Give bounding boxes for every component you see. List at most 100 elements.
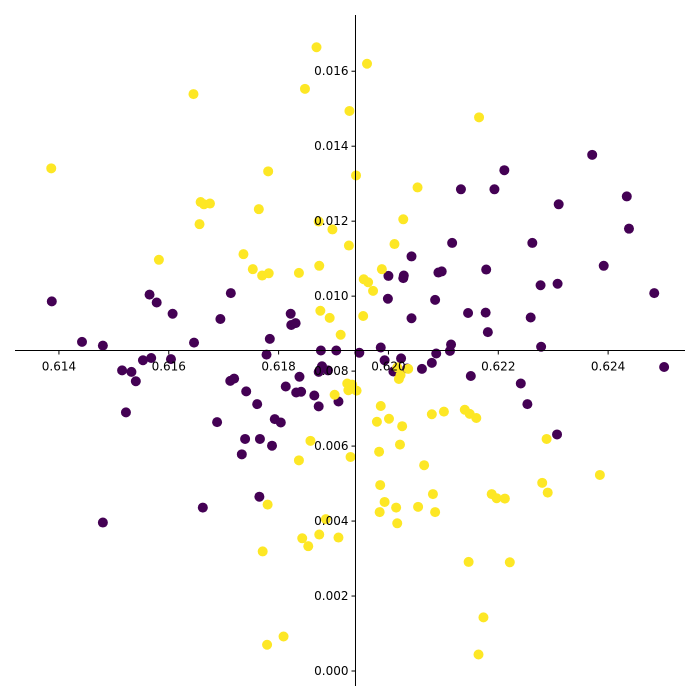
data-point — [290, 318, 301, 329]
data-point — [379, 355, 390, 366]
data-point — [482, 327, 493, 338]
data-point — [296, 386, 307, 397]
data-point — [430, 507, 441, 518]
data-point — [392, 362, 403, 373]
data-point — [358, 311, 369, 322]
data-point — [311, 42, 322, 53]
data-point — [542, 487, 553, 498]
data-point — [262, 499, 273, 510]
data-point — [552, 429, 563, 440]
data-point — [324, 312, 335, 323]
data-point — [419, 460, 430, 471]
data-point — [438, 406, 449, 417]
data-point — [398, 214, 409, 225]
data-point — [541, 433, 552, 444]
data-point — [527, 237, 538, 248]
points-layer — [46, 42, 670, 660]
data-point — [313, 401, 324, 412]
data-point — [263, 166, 274, 177]
data-point — [314, 529, 325, 540]
data-point — [293, 455, 304, 466]
data-point — [379, 496, 390, 507]
data-point — [389, 239, 400, 250]
data-point — [189, 337, 200, 348]
data-point — [403, 363, 414, 374]
data-point — [297, 533, 308, 544]
data-point — [225, 288, 236, 299]
data-point — [525, 312, 536, 323]
data-point — [431, 348, 442, 359]
data-point — [623, 223, 634, 234]
data-point — [374, 446, 385, 457]
data-point — [480, 307, 491, 318]
data-point — [146, 352, 157, 363]
data-point — [188, 89, 199, 100]
data-point — [77, 336, 87, 347]
data-point — [229, 373, 240, 384]
axes-layer — [15, 15, 685, 686]
data-point — [46, 163, 57, 174]
data-point — [375, 480, 386, 491]
data-point — [263, 268, 274, 279]
data-point — [280, 381, 291, 392]
data-point — [598, 260, 609, 271]
x-tick-label: 0.616 — [152, 360, 186, 374]
data-point — [197, 502, 208, 513]
data-point — [447, 237, 458, 248]
data-point — [267, 440, 278, 451]
data-point — [375, 400, 386, 411]
data-point — [303, 541, 314, 552]
data-point — [309, 390, 320, 401]
data-point — [471, 412, 482, 423]
data-point — [463, 556, 474, 567]
y-tick-label: 0.010 — [314, 289, 348, 303]
y-tick-label: 0.014 — [314, 139, 348, 153]
y-tick-label: 0.006 — [314, 439, 348, 453]
data-point — [397, 421, 408, 432]
data-point — [137, 355, 148, 366]
data-point — [396, 353, 407, 364]
data-point — [426, 357, 437, 368]
data-point — [394, 439, 405, 450]
data-point — [238, 249, 249, 260]
data-point — [275, 417, 286, 428]
data-point — [446, 339, 457, 350]
y-tick-label: 0.012 — [314, 214, 348, 228]
data-point — [537, 477, 548, 488]
data-point — [368, 285, 379, 296]
data-point — [247, 264, 258, 275]
data-point — [254, 433, 265, 444]
y-tick-label: 0.004 — [314, 514, 348, 528]
data-point — [327, 224, 338, 235]
data-point — [294, 371, 305, 382]
data-point — [552, 278, 563, 289]
data-point — [478, 612, 489, 623]
data-point — [215, 314, 226, 325]
data-point — [376, 264, 387, 275]
ticks-layer: 0.614 0.616 0.618 0.620 0.622 0.624 0.000 0.002… — [42, 64, 626, 678]
data-point — [392, 518, 403, 529]
data-point — [97, 517, 108, 528]
y-tick-label: 0.016 — [314, 64, 348, 78]
data-point — [499, 493, 510, 504]
data-point — [313, 216, 324, 227]
data-point — [362, 58, 373, 69]
x-tick-label: 0.618 — [261, 360, 295, 374]
data-point — [130, 376, 141, 387]
data-point — [474, 112, 485, 123]
data-point — [536, 341, 547, 352]
data-point — [382, 293, 393, 304]
data-point — [553, 199, 564, 210]
data-point — [151, 297, 162, 308]
data-point — [363, 277, 374, 288]
data-point — [97, 340, 108, 351]
data-point — [491, 493, 502, 504]
data-point — [305, 435, 316, 446]
data-point — [126, 366, 137, 377]
data-point — [522, 399, 533, 410]
data-point — [383, 413, 394, 424]
data-point — [413, 501, 424, 512]
data-point — [398, 270, 409, 281]
data-point — [587, 149, 598, 160]
x-tick-label: 0.622 — [481, 360, 515, 374]
